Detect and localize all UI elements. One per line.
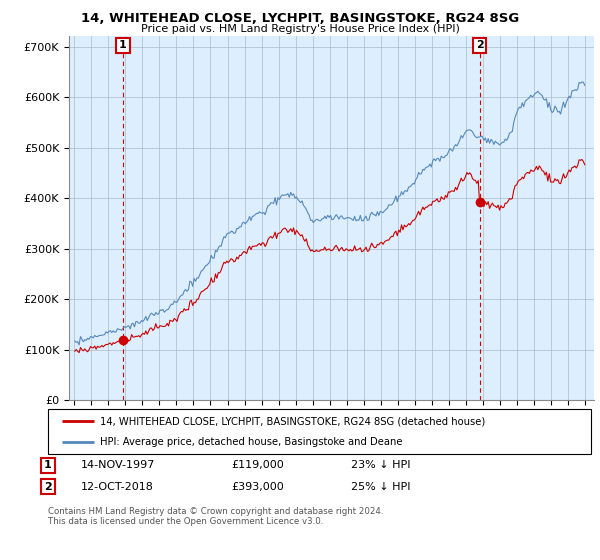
Text: 2: 2 xyxy=(476,40,484,50)
Text: £393,000: £393,000 xyxy=(231,482,284,492)
Text: 25% ↓ HPI: 25% ↓ HPI xyxy=(351,482,410,492)
Text: 12-OCT-2018: 12-OCT-2018 xyxy=(81,482,154,492)
Text: 14, WHITEHEAD CLOSE, LYCHPIT, BASINGSTOKE, RG24 8SG (detached house): 14, WHITEHEAD CLOSE, LYCHPIT, BASINGSTOK… xyxy=(100,416,485,426)
Text: 14, WHITEHEAD CLOSE, LYCHPIT, BASINGSTOKE, RG24 8SG: 14, WHITEHEAD CLOSE, LYCHPIT, BASINGSTOK… xyxy=(81,12,519,25)
Text: 1: 1 xyxy=(119,40,127,50)
FancyBboxPatch shape xyxy=(48,409,591,454)
Text: 1: 1 xyxy=(44,460,52,470)
Text: HPI: Average price, detached house, Basingstoke and Deane: HPI: Average price, detached house, Basi… xyxy=(100,437,402,447)
Text: Contains HM Land Registry data © Crown copyright and database right 2024.
This d: Contains HM Land Registry data © Crown c… xyxy=(48,507,383,526)
Text: 23% ↓ HPI: 23% ↓ HPI xyxy=(351,460,410,470)
Text: 14-NOV-1997: 14-NOV-1997 xyxy=(81,460,155,470)
Text: Price paid vs. HM Land Registry's House Price Index (HPI): Price paid vs. HM Land Registry's House … xyxy=(140,24,460,34)
Text: 2: 2 xyxy=(44,482,52,492)
Text: £119,000: £119,000 xyxy=(231,460,284,470)
